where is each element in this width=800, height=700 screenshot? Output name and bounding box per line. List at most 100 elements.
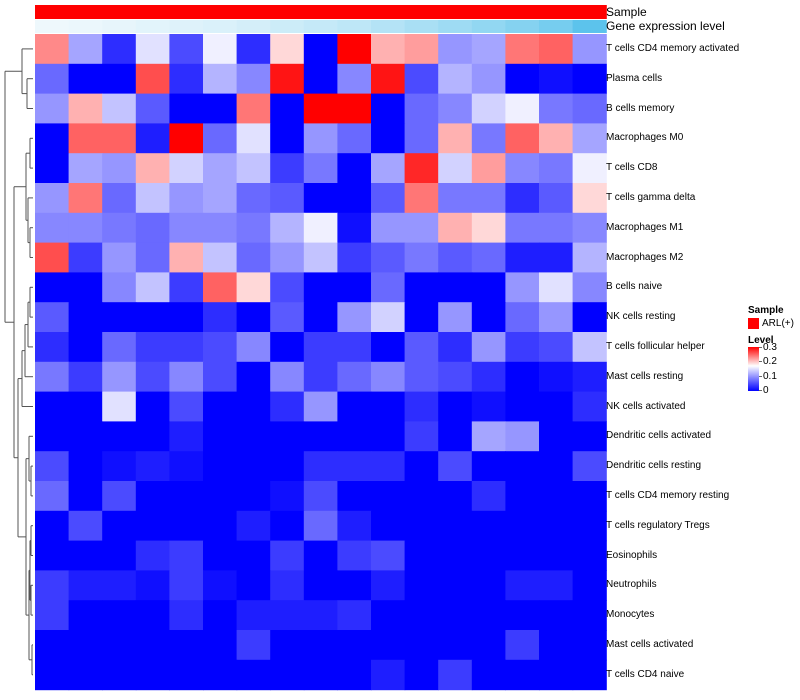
heatmap-cell	[68, 451, 103, 482]
heatmap-cell	[169, 302, 204, 333]
heatmap-cell	[505, 302, 540, 333]
heatmap-cell	[505, 153, 540, 184]
heatmap-cell	[404, 600, 439, 631]
heatmap-cell	[203, 123, 238, 154]
heatmap-cell	[505, 183, 540, 214]
heatmap-cell	[572, 272, 607, 303]
sample-annotation-cell	[169, 5, 204, 19]
heatmap-cell	[337, 630, 372, 661]
heatmap-cell	[471, 481, 506, 512]
sample-annotation-label: Sample	[606, 5, 647, 19]
heatmap-cell	[471, 510, 506, 542]
heatmap-cell	[203, 630, 238, 661]
heatmap-cell	[102, 421, 137, 452]
heatmap-cell	[303, 659, 338, 691]
heatmap-cell	[337, 272, 372, 303]
heatmap-cell	[438, 153, 473, 184]
heatmap-cell	[203, 93, 238, 124]
row-label: Monocytes	[606, 609, 655, 621]
heatmap-cell	[102, 540, 137, 571]
row-label: Mast cells activated	[606, 638, 694, 650]
heatmap-cell	[35, 630, 70, 661]
heatmap-cell	[102, 123, 137, 154]
heatmap-cell	[303, 153, 338, 184]
row-label: Macrophages M2	[606, 251, 684, 263]
heatmap-cell	[572, 212, 607, 244]
heatmap-cell	[539, 600, 574, 631]
heatmap-cell	[371, 481, 406, 512]
heatmap-cell	[169, 391, 204, 422]
heatmap-cell	[102, 242, 137, 273]
column-annotations	[35, 5, 607, 33]
legend-sample-title: Sample	[748, 305, 784, 316]
heatmap-cell	[35, 63, 70, 95]
heatmap-cell	[404, 332, 439, 363]
heatmap-cell	[169, 540, 204, 571]
heatmap-cell	[471, 34, 506, 65]
heatmap-cell	[337, 93, 372, 124]
heatmap-cell	[572, 183, 607, 214]
heatmap-cell	[471, 540, 506, 571]
heatmap-cell	[102, 34, 137, 65]
heatmap-cell	[438, 34, 473, 65]
heatmap-cell	[539, 570, 574, 601]
heatmap-cell	[572, 242, 607, 273]
heatmap-cell	[471, 332, 506, 363]
heatmap-cell	[68, 302, 103, 333]
heatmap-cell	[438, 63, 473, 95]
heatmap-cell	[169, 481, 204, 512]
heatmap-cell	[270, 659, 305, 691]
heatmap-cell	[438, 451, 473, 482]
heatmap-cell	[505, 570, 540, 601]
heatmap-cell	[337, 451, 372, 482]
heatmap-cell	[438, 93, 473, 124]
heatmap-cell	[303, 540, 338, 571]
heatmap-cell	[572, 451, 607, 482]
heatmap-cell	[270, 630, 305, 661]
heatmap-cell	[337, 183, 372, 214]
heatmap-cell	[169, 93, 204, 124]
heatmap-cell	[270, 93, 305, 124]
heatmap-cell	[303, 183, 338, 214]
row-label: T cells gamma delta	[606, 191, 696, 203]
heatmap-cell	[572, 510, 607, 542]
sample-annotation-cell	[337, 5, 372, 19]
heatmap-cell	[337, 540, 372, 571]
heatmap-cell	[236, 570, 271, 601]
heatmap-cell	[572, 361, 607, 393]
heatmap-cell	[135, 481, 170, 512]
heatmap-cell	[203, 183, 238, 214]
row-label: NK cells resting	[606, 311, 676, 323]
heatmap-cell	[35, 361, 70, 393]
heatmap-cell	[203, 34, 238, 65]
heatmap-cell	[68, 570, 103, 601]
heatmap-cell	[337, 600, 372, 631]
heatmap-cell	[539, 302, 574, 333]
heatmap-cell	[404, 630, 439, 661]
heatmap-cell	[337, 212, 372, 244]
heatmap-cell	[471, 93, 506, 124]
heatmap-cell	[438, 540, 473, 571]
heatmap-cell	[404, 212, 439, 244]
expression-annotation-cell	[303, 20, 338, 33]
heatmap-cell	[35, 212, 70, 244]
legend-tick-label: 0	[763, 385, 769, 396]
heatmap-cell	[404, 34, 439, 65]
heatmap-cell	[102, 212, 137, 244]
heatmap-cell	[505, 361, 540, 393]
heatmap-cell	[236, 93, 271, 124]
heatmap-cell	[505, 272, 540, 303]
heatmap-cell	[135, 659, 170, 691]
heatmap-cell	[404, 123, 439, 154]
heatmap-cell	[135, 421, 170, 452]
heatmap-cell	[270, 63, 305, 95]
heatmap-cell	[68, 630, 103, 661]
legend-sample-entry: ARL(+)	[762, 318, 794, 329]
heatmap-cell	[539, 361, 574, 393]
heatmap-cell	[203, 421, 238, 452]
heatmap-cell	[371, 451, 406, 482]
heatmap-cell	[471, 361, 506, 393]
heatmap-cell	[471, 242, 506, 273]
heatmap-cell	[404, 481, 439, 512]
heatmap-cell	[505, 481, 540, 512]
